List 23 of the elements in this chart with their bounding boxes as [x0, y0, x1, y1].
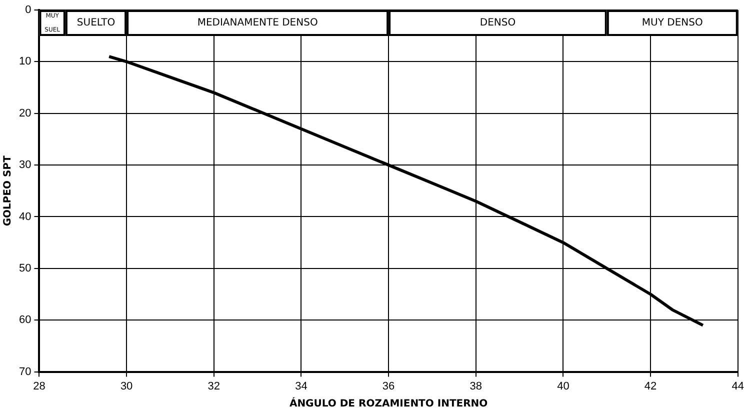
band-label: MEDIANAMENTE DENSO: [197, 18, 318, 29]
y-tick-label: 30: [18, 159, 32, 172]
x-tick-label: 40: [557, 380, 570, 392]
x-tick-label: 38: [470, 380, 482, 392]
x-tick-label: 44: [732, 380, 744, 392]
y-tick-label: 50: [18, 262, 32, 274]
band-label: DENSO: [480, 18, 516, 29]
x-tick-label: 42: [644, 380, 657, 392]
x-tick-label: 36: [382, 380, 395, 392]
x-tick-label: 32: [208, 380, 220, 392]
y-tick-label: 40: [18, 210, 32, 223]
y-tick-label: 60: [18, 314, 32, 326]
x-tick-label: 28: [33, 380, 46, 392]
x-axis-title: ÁNGULO DE ROZAMIENTO INTERNO: [289, 396, 488, 410]
y-tick-label: 20: [18, 107, 32, 120]
y-axis-title: GOLPEO SPT: [2, 155, 14, 226]
y-tick-label: 0: [25, 4, 32, 16]
band-label: SUELTO: [76, 18, 116, 29]
x-tick-label: 30: [120, 380, 133, 392]
x-tick-label: 34: [295, 380, 308, 392]
band-label: MUY DENSO: [642, 18, 703, 29]
y-tick-label: 10: [18, 56, 32, 68]
y-tick-label: 70: [18, 366, 32, 378]
